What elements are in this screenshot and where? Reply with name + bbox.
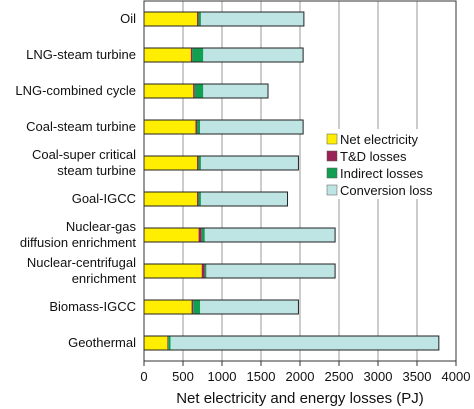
- bar-segment: [144, 336, 168, 350]
- legend-label: Indirect losses: [340, 166, 424, 181]
- category-label: steam turbine: [57, 163, 136, 178]
- bar-segment: [200, 120, 304, 134]
- bars: [143, 11, 440, 351]
- category-label: Biomass-IGCC: [49, 299, 136, 314]
- x-axis-title: Net electricity and energy losses (PJ): [176, 390, 424, 407]
- bar-segment: [204, 264, 207, 278]
- bar-segment: [195, 120, 198, 134]
- bar-segment: [144, 264, 202, 278]
- x-tick-label: 0: [140, 369, 147, 384]
- legend-label: Conversion loss: [340, 183, 433, 198]
- legend-swatch: [326, 184, 338, 196]
- bar-segment: [144, 192, 198, 206]
- category-label: Coal-super critical: [32, 147, 136, 162]
- category-label: Nuclear-centrifugal: [27, 255, 136, 270]
- bar-segment: [201, 228, 205, 242]
- bar-segment: [144, 120, 196, 134]
- legend-swatch: [326, 167, 338, 179]
- bar-segment: [200, 12, 304, 26]
- bar-segment: [200, 192, 288, 206]
- bar-segment: [197, 120, 201, 134]
- bar-segment: [168, 336, 171, 350]
- legend: Net electricity T&D losses Indirect losses…: [324, 129, 446, 199]
- bar-group: [143, 263, 336, 279]
- bar-segment: [198, 156, 201, 170]
- x-tick-label: 500: [172, 369, 194, 384]
- bar-segment: [144, 228, 199, 242]
- category-label: enrichment: [72, 271, 137, 286]
- bar-group: [143, 11, 305, 27]
- category-label: diffusion enrichment: [20, 235, 136, 250]
- bar-segment: [170, 336, 439, 350]
- bar-segment: [197, 192, 199, 206]
- legend-swatch: [326, 150, 338, 162]
- bar-segment: [201, 264, 205, 278]
- bar-segment: [197, 12, 199, 26]
- x-tick-label: 2000: [286, 369, 315, 384]
- bar-segment: [144, 156, 198, 170]
- bar-group: [143, 227, 336, 243]
- bar-segment: [198, 12, 201, 26]
- category-label: Geothermal: [68, 335, 136, 350]
- bar-group: [143, 83, 269, 99]
- bar-segment: [144, 12, 198, 26]
- x-tick-label: 3000: [364, 369, 393, 384]
- bar-group: [143, 299, 299, 315]
- bar-segment: [191, 300, 194, 314]
- bar-segment: [144, 300, 192, 314]
- bar-segment: [197, 156, 199, 170]
- category-label: Coal-steam turbine: [26, 119, 136, 134]
- bar-segment: [198, 192, 201, 206]
- x-tick-label: 1000: [208, 369, 237, 384]
- x-tick-label: 2500: [325, 369, 354, 384]
- category-label: LNG-combined cycle: [15, 83, 136, 98]
- bar-segment: [204, 228, 336, 242]
- x-tick-label: 1500: [247, 369, 276, 384]
- category-label: Oil: [120, 11, 136, 26]
- bar-segment: [192, 48, 204, 62]
- bar-group: [143, 119, 304, 135]
- legend-label: Net electricity: [340, 132, 419, 147]
- bar-segment: [203, 48, 304, 62]
- bar-segment: [190, 48, 193, 62]
- bar-segment: [167, 336, 169, 350]
- bar-group: [143, 155, 299, 171]
- x-tick-label: 4000: [442, 369, 471, 384]
- bar-segment: [206, 264, 336, 278]
- bar-group: [143, 47, 304, 63]
- legend-background: [324, 129, 446, 199]
- category-label: Nuclear-gas: [66, 219, 137, 234]
- x-axis-ticks: 0 500 1000 1500 2000 2500 3000 3500 4000: [140, 361, 470, 384]
- x-tick-label: 3500: [403, 369, 432, 384]
- bar-segment: [200, 300, 299, 314]
- bar-segment: [194, 84, 204, 98]
- bar-segment: [200, 156, 299, 170]
- legend-swatch: [326, 133, 338, 145]
- bar-segment: [144, 48, 191, 62]
- bar-group: [143, 191, 289, 207]
- bar-group: [143, 335, 440, 351]
- bar-segment: [198, 228, 202, 242]
- bar-segment: [203, 84, 269, 98]
- category-label: LNG-steam turbine: [26, 47, 136, 62]
- legend-label: T&D losses: [340, 149, 407, 164]
- bar-segment: [193, 84, 195, 98]
- bar-segment: [144, 84, 194, 98]
- bar-segment: [193, 300, 201, 314]
- category-label: Goal-IGCC: [72, 191, 136, 206]
- category-labels: Oil LNG-steam turbine LNG-combined cycle Co…: [15, 11, 136, 350]
